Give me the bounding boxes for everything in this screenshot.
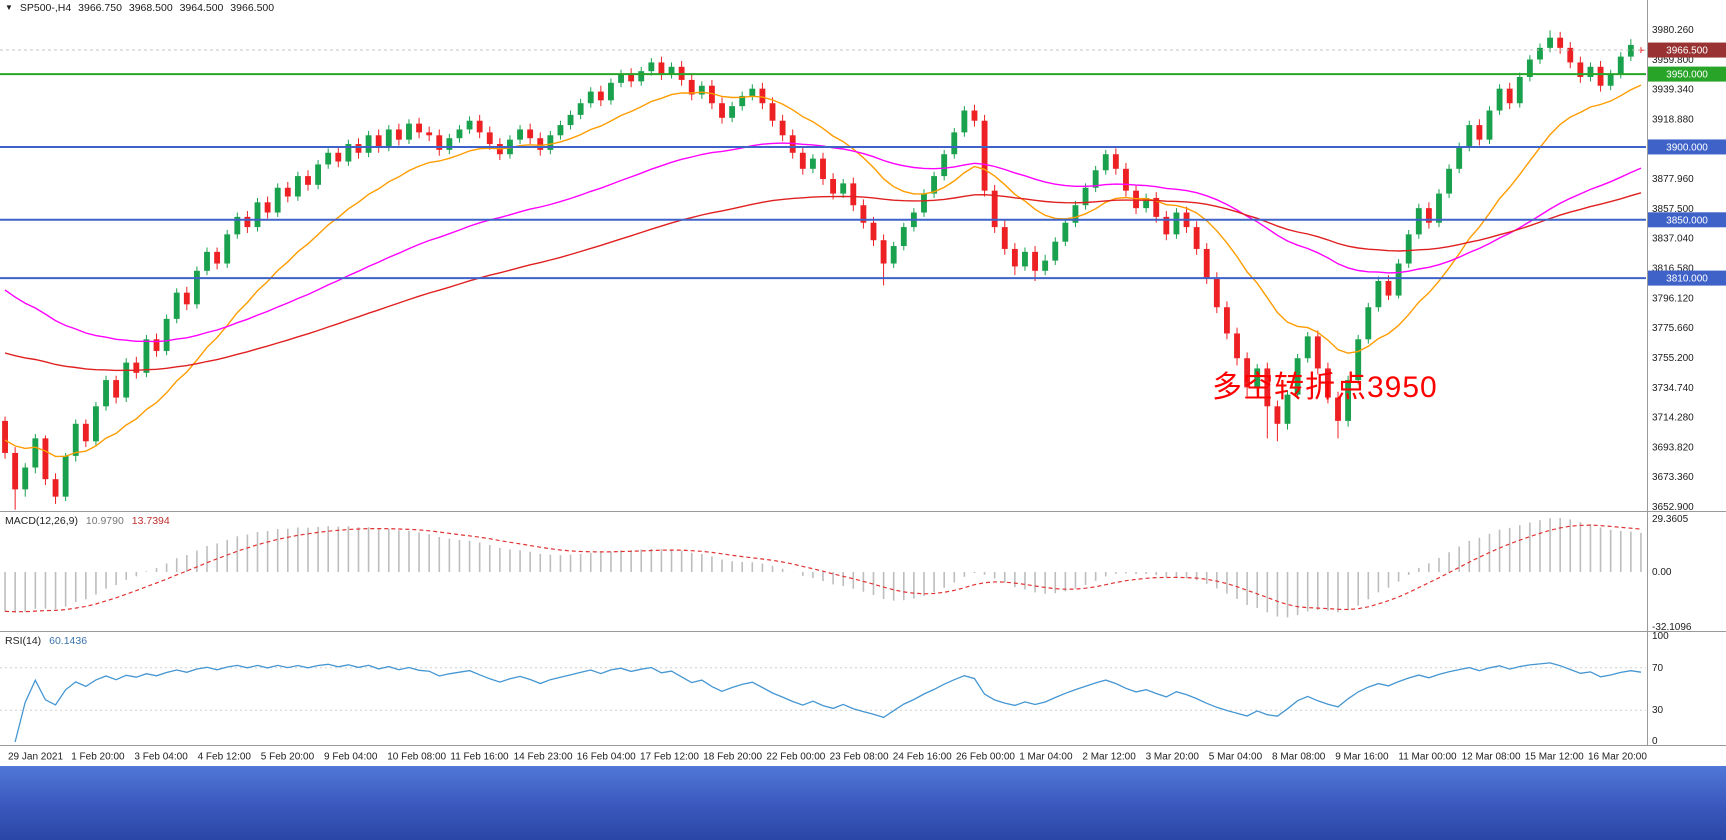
svg-text:22 Feb 00:00: 22 Feb 00:00 — [766, 752, 825, 763]
symbol-period-label: SP500-,H4 — [19, 2, 72, 14]
svg-text:12 Mar 08:00: 12 Mar 08:00 — [1462, 752, 1521, 763]
svg-text:14 Feb 23:00: 14 Feb 23:00 — [514, 752, 573, 763]
svg-text:9 Mar 16:00: 9 Mar 16:00 — [1335, 752, 1389, 763]
svg-text:3755.200: 3755.200 — [1652, 353, 1694, 364]
svg-text:30: 30 — [1652, 705, 1664, 716]
svg-text:1 Mar 04:00: 1 Mar 04:00 — [1019, 752, 1073, 763]
chevron-down-icon[interactable]: ▼ — [5, 3, 13, 12]
macd-axis: 29.3605 0.00 -32.1096 — [1652, 514, 1692, 633]
macd-signal-value: 13.7394 — [131, 515, 170, 527]
svg-text:0: 0 — [1652, 736, 1658, 747]
svg-text:3959.800: 3959.800 — [1652, 55, 1694, 66]
svg-text:5 Feb 20:00: 5 Feb 20:00 — [261, 752, 315, 763]
svg-text:24 Feb 16:00: 24 Feb 16:00 — [893, 752, 952, 763]
svg-text:29.3605: 29.3605 — [1652, 514, 1689, 525]
candles-layer — [2, 30, 1644, 510]
svg-text:3837.040: 3837.040 — [1652, 234, 1694, 245]
svg-text:26 Feb 00:00: 26 Feb 00:00 — [956, 752, 1015, 763]
svg-text:0.00: 0.00 — [1652, 567, 1672, 578]
rsi-value: 60.1436 — [49, 635, 88, 647]
svg-text:3810.000: 3810.000 — [1666, 274, 1708, 285]
svg-text:3966.500: 3966.500 — [1666, 46, 1708, 57]
svg-text:5 Mar 04:00: 5 Mar 04:00 — [1209, 752, 1263, 763]
svg-text:29 Jan 2021: 29 Jan 2021 — [8, 752, 63, 763]
svg-text:3796.120: 3796.120 — [1652, 293, 1694, 304]
time-axis: 29 Jan 2021 1 Feb 20:00 3 Feb 04:00 4 Feb 1… — [8, 752, 1647, 763]
svg-text:16 Feb 04:00: 16 Feb 04:00 — [577, 752, 636, 763]
svg-text:9 Feb 04:00: 9 Feb 04:00 — [324, 752, 378, 763]
svg-text:17 Feb 12:00: 17 Feb 12:00 — [640, 752, 699, 763]
level-lines-layer — [0, 49, 1646, 280]
svg-text:3950.000: 3950.000 — [1666, 70, 1708, 81]
price-tags: 3966.500 3950.000 3900.000 3850.000 3810.000 — [1648, 42, 1726, 286]
svg-text:3980.260: 3980.260 — [1652, 25, 1694, 36]
svg-text:15 Mar 12:00: 15 Mar 12:00 — [1525, 752, 1584, 763]
macd-signal-line — [4, 524, 1642, 613]
svg-text:8 Mar 08:00: 8 Mar 08:00 — [1272, 752, 1326, 763]
macd-indicator-label: MACD(12,26,9) 10.9790 13.7394 — [5, 515, 170, 527]
slow-ma-red — [4, 192, 1642, 372]
svg-text:100: 100 — [1652, 631, 1669, 642]
macd-main-value: 10.9790 — [85, 515, 124, 527]
rsi-indicator-label: RSI(14) 60.1436 — [5, 635, 87, 647]
fast-ma-orange — [4, 84, 1642, 458]
svg-text:3939.340: 3939.340 — [1652, 85, 1694, 96]
symbol-info-bar: ▼ SP500-,H4 3966.750 3968.500 3964.500 3… — [5, 2, 278, 14]
ohlc-low-value: 3964.500 — [179, 2, 224, 14]
chart-canvas[interactable]: 3980.2603959.8003939.3403918.8803898.420… — [0, 0, 1726, 766]
svg-text:10 Feb 08:00: 10 Feb 08:00 — [387, 752, 446, 763]
svg-text:3918.880: 3918.880 — [1652, 114, 1694, 125]
svg-text:3714.280: 3714.280 — [1652, 413, 1694, 424]
svg-text:3857.500: 3857.500 — [1652, 204, 1694, 215]
svg-text:11 Mar 00:00: 11 Mar 00:00 — [1398, 752, 1457, 763]
svg-text:3877.960: 3877.960 — [1652, 174, 1694, 185]
macd-name: MACD(12,26,9) — [5, 515, 78, 527]
svg-text:3 Mar 20:00: 3 Mar 20:00 — [1146, 752, 1200, 763]
svg-text:3673.360: 3673.360 — [1652, 472, 1694, 483]
chart-annotation: 多空转折点3950 — [1212, 371, 1438, 404]
macd-layer — [4, 518, 1642, 618]
svg-text:3652.900: 3652.900 — [1652, 502, 1694, 513]
svg-text:3775.660: 3775.660 — [1652, 323, 1694, 334]
svg-text:4 Feb 12:00: 4 Feb 12:00 — [198, 752, 252, 763]
svg-text:11 Feb 16:00: 11 Feb 16:00 — [450, 752, 509, 763]
svg-text:3816.580: 3816.580 — [1652, 264, 1694, 275]
svg-text:23 Feb 08:00: 23 Feb 08:00 — [830, 752, 889, 763]
svg-text:70: 70 — [1652, 663, 1664, 674]
svg-text:3693.820: 3693.820 — [1652, 442, 1694, 453]
rsi-axis: 100 70 30 0 — [1652, 631, 1669, 747]
svg-text:1 Feb 20:00: 1 Feb 20:00 — [71, 752, 125, 763]
svg-text:16 Mar 20:00: 16 Mar 20:00 — [1588, 752, 1647, 763]
price-axis: 3980.2603959.8003939.3403918.8803898.420… — [1652, 25, 1694, 513]
ohlc-open-value: 3966.750 — [78, 2, 122, 14]
rsi-name: RSI(14) — [5, 635, 42, 647]
svg-text:18 Feb 20:00: 18 Feb 20:00 — [703, 752, 762, 763]
ohlc-close-value: 3966.500 — [230, 2, 275, 14]
rsi-layer — [0, 662, 1646, 743]
svg-text:3734.740: 3734.740 — [1652, 383, 1694, 394]
bottom-blue-bar — [0, 766, 1726, 840]
rsi-line — [14, 662, 1642, 743]
svg-text:3850.000: 3850.000 — [1666, 215, 1708, 226]
svg-text:2 Mar 12:00: 2 Mar 12:00 — [1082, 752, 1136, 763]
svg-text:3900.000: 3900.000 — [1666, 142, 1708, 153]
svg-text:-32.1096: -32.1096 — [1652, 622, 1692, 633]
svg-text:3 Feb 04:00: 3 Feb 04:00 — [134, 752, 188, 763]
ohlc-high-value: 3968.500 — [128, 2, 173, 14]
panel-separators — [0, 0, 1726, 746]
